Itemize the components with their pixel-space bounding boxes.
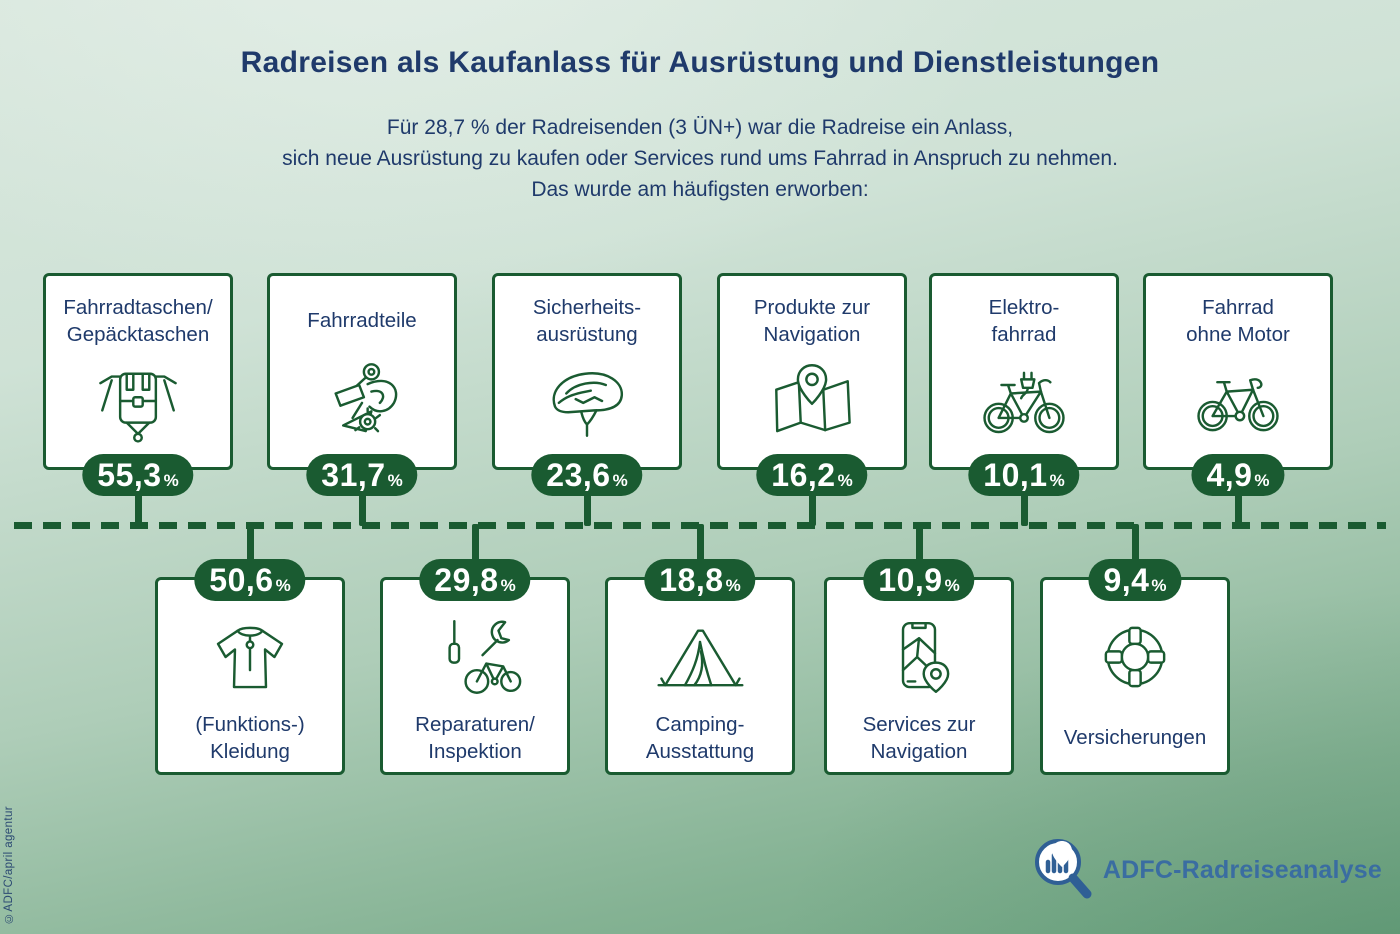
map-pin-icon bbox=[765, 354, 859, 448]
card-label: Reparaturen/ Inspektion bbox=[415, 712, 535, 764]
percentage-badge: 50,6% bbox=[194, 559, 306, 601]
magnifier-chart-icon bbox=[1031, 835, 1095, 906]
card-fahrradteile: Fahrradteile 31,7% bbox=[267, 273, 457, 496]
card-label: Fahrradteile bbox=[307, 309, 417, 333]
card-label: Elektro- fahrrad bbox=[988, 295, 1060, 347]
connector-stem bbox=[1020, 466, 1028, 526]
percentage-badge: 29,8% bbox=[419, 559, 531, 601]
card-versicherungen: 9,4% Versicherungen bbox=[1040, 559, 1230, 775]
connector-stem bbox=[471, 524, 479, 568]
card-services-navigation: 10,9% Services zur Navigation bbox=[824, 559, 1014, 775]
card-label: Versicherungen bbox=[1063, 726, 1207, 750]
card-label: Produkte zur Navigation bbox=[753, 295, 871, 347]
logo-text: ADFC-Radreiseanalyse bbox=[1102, 856, 1382, 884]
card-fahrrad-ohne-motor: Fahrrad ohne Motor 4,9% bbox=[1143, 273, 1333, 496]
card-fahrradtaschen: Fahrradtaschen/ Gepäcktaschen 55,3% bbox=[43, 273, 233, 496]
percentage-badge: 10,9% bbox=[863, 559, 975, 601]
page-subtitle: Für 28,7 % der Radreisenden (3 ÜN+) war … bbox=[0, 112, 1400, 205]
subtitle-line: sich neue Ausrüstung zu kaufen oder Serv… bbox=[282, 147, 1118, 170]
card-label: (Funktions-) Kleidung bbox=[195, 712, 305, 764]
card-label: Services zur Navigation bbox=[862, 712, 976, 764]
percentage-badge: 9,4% bbox=[1088, 559, 1182, 601]
lifebuoy-icon bbox=[1088, 610, 1182, 704]
card-camping: 18,8% Camping- Ausstattung bbox=[605, 559, 795, 775]
pannier-bag-icon bbox=[91, 354, 185, 448]
percentage-badge: 4,9% bbox=[1191, 454, 1285, 496]
bicycle-icon bbox=[1191, 354, 1285, 448]
card-reparaturen: 29,8% Reparaturen/ Inspektion bbox=[380, 559, 570, 775]
card-label: Sicherheits- ausrüstung bbox=[532, 295, 642, 347]
derailleur-icon bbox=[315, 354, 409, 448]
tent-icon bbox=[653, 610, 747, 704]
percentage-badge: 16,2% bbox=[756, 454, 868, 496]
percentage-badge: 18,8% bbox=[644, 559, 756, 601]
connector-stem bbox=[1234, 466, 1242, 526]
adfc-radreiseanalyse-logo: ADFC-Radreiseanalyse bbox=[1031, 835, 1382, 906]
phone-navigation-icon bbox=[872, 610, 966, 704]
card-label: Camping- Ausstattung bbox=[645, 712, 755, 764]
repair-tools-icon bbox=[428, 610, 522, 704]
helmet-icon bbox=[540, 354, 634, 448]
subtitle-line: Für 28,7 % der Radreisenden (3 ÜN+) war … bbox=[386, 116, 1014, 139]
connector-stem bbox=[808, 466, 816, 526]
card-funktionskleidung: 50,6% (Funktions-) Kleidung bbox=[155, 559, 345, 775]
card-sicherheitsausruestung: Sicherheits- ausrüstung 23,6% bbox=[492, 273, 682, 496]
card-produkte-navigation: Produkte zur Navigation 16,2% bbox=[717, 273, 907, 496]
subtitle-line: Das wurde am häufigsten erworben: bbox=[531, 178, 869, 201]
jersey-icon bbox=[203, 610, 297, 704]
card-label: Fahrrad ohne Motor bbox=[1186, 295, 1290, 347]
page-title: Radreisen als Kaufanlass für Ausrüstung … bbox=[240, 46, 1160, 79]
connector-stem bbox=[583, 466, 591, 526]
connector-stem bbox=[1131, 524, 1139, 568]
connector-stem bbox=[358, 466, 366, 526]
copyright-credit: ©ADFC/april agentur bbox=[3, 805, 15, 924]
percentage-badge: 10,1% bbox=[968, 454, 1080, 496]
percentage-badge: 55,3% bbox=[82, 454, 194, 496]
connector-stem bbox=[134, 466, 142, 526]
percentage-badge: 31,7% bbox=[306, 454, 418, 496]
ebike-icon bbox=[977, 354, 1071, 448]
percentage-badge: 23,6% bbox=[531, 454, 643, 496]
card-elektrofahrrad: Elektro- fahrrad 10,1% bbox=[929, 273, 1119, 496]
connector-stem bbox=[696, 524, 704, 568]
connector-stem bbox=[915, 524, 923, 568]
card-label: Fahrradtaschen/ Gepäcktaschen bbox=[63, 295, 213, 347]
connector-stem bbox=[246, 524, 254, 568]
